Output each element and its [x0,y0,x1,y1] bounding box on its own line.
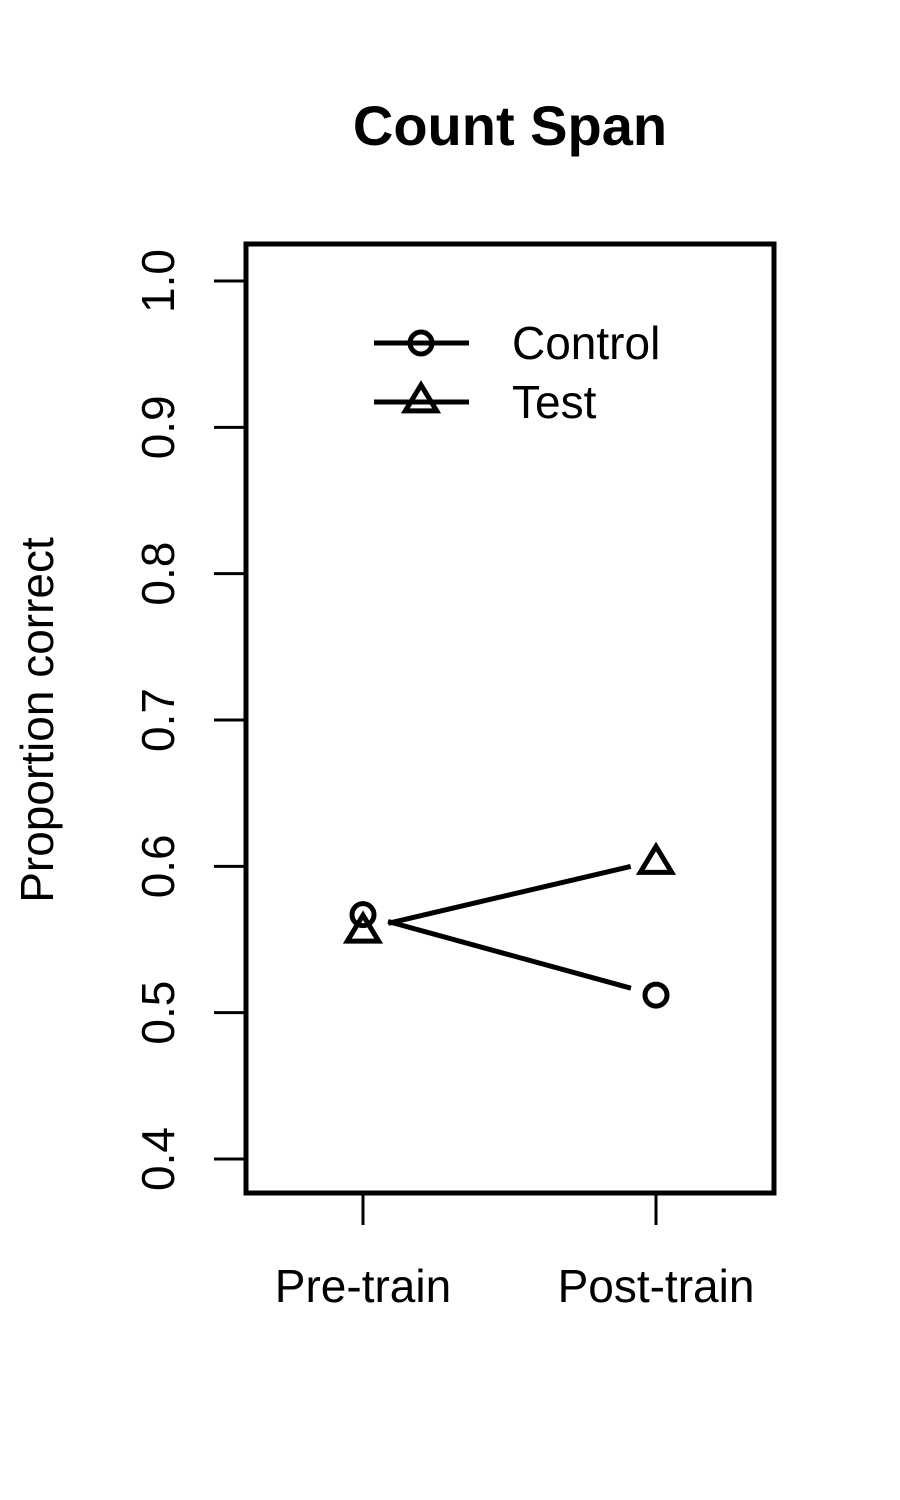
series-test-point [635,841,677,875]
y-tick-label: 0.7 [132,688,184,752]
legend-marker [407,329,435,357]
series-test-line [387,863,632,926]
y-tick-label: 0.8 [132,542,184,606]
series-control-point [642,981,670,1009]
series-test [342,841,677,944]
y-tick-label: 1.0 [132,249,184,313]
x-tick-label: Pre-train [275,1260,451,1312]
x-axis: Pre-train Post-train [275,1193,755,1312]
series-control-point [349,901,377,929]
x-tick-label: Post-train [558,1260,755,1312]
y-tick-label: 0.4 [132,1127,184,1191]
legend-label: Test [512,376,597,428]
series-test-point [342,910,384,944]
series-control [349,901,670,1009]
y-axis: 0.4 0.5 0.6 0.7 0.8 0.9 1.0 [132,249,246,1191]
plot-frame [243,241,777,1196]
legend-item-control: Control [374,317,660,369]
y-tick-label: 0.9 [132,395,184,459]
series-control-line [387,919,632,991]
chart-title: Count Span [353,94,667,157]
legend-marker [400,380,442,414]
y-tick-label: 0.5 [132,981,184,1045]
legend: Control Test [374,317,660,428]
y-axis-label: Proportion correct [11,537,63,903]
series-layer [342,841,677,1009]
legend-item-test: Test [374,376,597,428]
legend-label: Control [512,317,660,369]
y-tick-label: 0.6 [132,834,184,898]
